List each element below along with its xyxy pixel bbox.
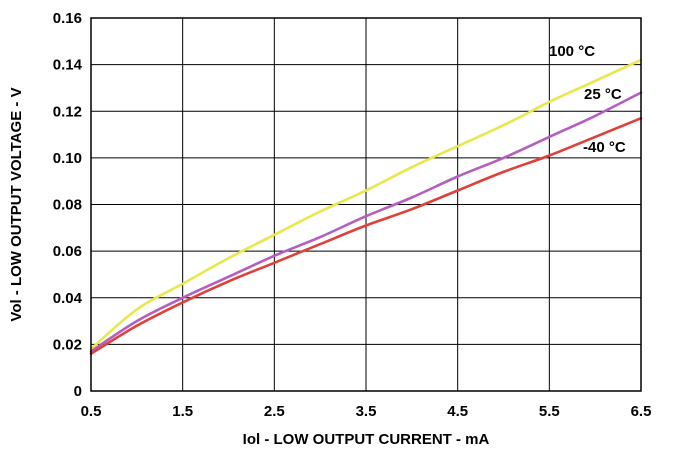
y-axis-title: Vol - LOW OUTPUT VOLTAGE - V (8, 87, 25, 321)
x-tick-label: 0.5 (81, 403, 102, 420)
series-line-25c (89, 91, 643, 353)
x-axis-ticks: 0.5 1.5 2.5 3.5 4.5 5.5 6.5 (81, 403, 652, 420)
series-label: 25 °C (584, 86, 622, 103)
y-tick-label: 0.06 (53, 243, 82, 260)
series-labels: 100 °C 25 °C -40 °C (549, 43, 626, 156)
y-tick-label: 0.10 (53, 150, 82, 167)
y-tick-label: 0.12 (53, 103, 82, 120)
plot-frame (90, 17, 642, 392)
series-lines (89, 58, 643, 355)
series-line-100c (89, 58, 643, 351)
x-tick-label: 1.5 (172, 403, 193, 420)
x-axis-title: Iol - LOW OUTPUT CURRENT - mA (243, 431, 490, 448)
x-tick-label: 4.5 (447, 403, 468, 420)
grid (90, 17, 642, 392)
y-axis-ticks: 0 0.02 0.04 0.06 0.08 0.10 0.12 0.14 0.16 (53, 10, 83, 400)
x-tick-label: 6.5 (631, 403, 652, 420)
x-tick-label: 5.5 (539, 403, 560, 420)
y-tick-label: 0.08 (53, 197, 82, 214)
y-tick-label: 0.02 (53, 336, 82, 353)
x-tick-label: 2.5 (264, 403, 285, 420)
y-tick-label: 0.16 (53, 10, 82, 27)
x-tick-label: 3.5 (356, 403, 377, 420)
series-line--40c (89, 116, 643, 355)
series-label: 100 °C (549, 43, 595, 60)
series-label: -40 °C (583, 139, 626, 156)
y-tick-label: 0.14 (53, 57, 83, 74)
y-tick-label: 0 (74, 383, 82, 400)
y-tick-label: 0.04 (53, 290, 83, 307)
